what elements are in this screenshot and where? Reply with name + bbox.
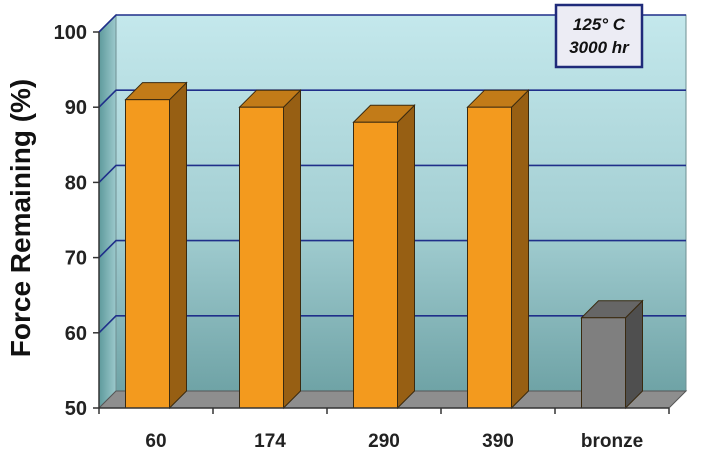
- bar-side: [625, 299, 643, 410]
- bar-174: [238, 88, 302, 410]
- x-tick-label: 60: [145, 431, 166, 452]
- bar-front: [581, 317, 626, 409]
- annotation-box: 125° C 3000 hr: [554, 3, 644, 69]
- bar-side: [397, 104, 415, 410]
- x-tick-label: 390: [482, 431, 514, 452]
- y-tick-label: 90: [65, 97, 87, 119]
- y-tick-label: 70: [65, 248, 87, 270]
- bar-bronze: [580, 299, 644, 410]
- gridline: [98, 14, 686, 33]
- axes: 50 60 70 80 90 100 60 174 290 390 bronze: [54, 22, 670, 452]
- y-axis-title: Force Remaining (%): [5, 79, 36, 357]
- bar-side: [283, 88, 301, 410]
- annotation-temperature: 125° C: [573, 15, 626, 34]
- bar-front: [239, 106, 284, 409]
- bar-front: [125, 99, 170, 409]
- bar-60: [124, 81, 188, 410]
- x-tick-label: bronze: [581, 431, 643, 452]
- bar-front: [467, 106, 512, 409]
- bars: [124, 81, 644, 410]
- bar-side: [169, 81, 187, 410]
- x-tick-label: 290: [368, 431, 400, 452]
- bar-290: [352, 104, 416, 410]
- bar-front: [353, 121, 398, 409]
- y-tick-label: 80: [65, 172, 87, 194]
- bar-390: [466, 88, 530, 410]
- x-tick-label: 174: [254, 431, 286, 452]
- annotation-duration: 3000 hr: [569, 38, 630, 57]
- y-tick-label: 60: [65, 323, 87, 345]
- y-tick-label: 100: [54, 22, 87, 44]
- annotation-frame: [554, 3, 644, 69]
- y-tick-label: 50: [65, 398, 87, 420]
- bar-side: [511, 88, 529, 410]
- side-wall: [98, 13, 117, 410]
